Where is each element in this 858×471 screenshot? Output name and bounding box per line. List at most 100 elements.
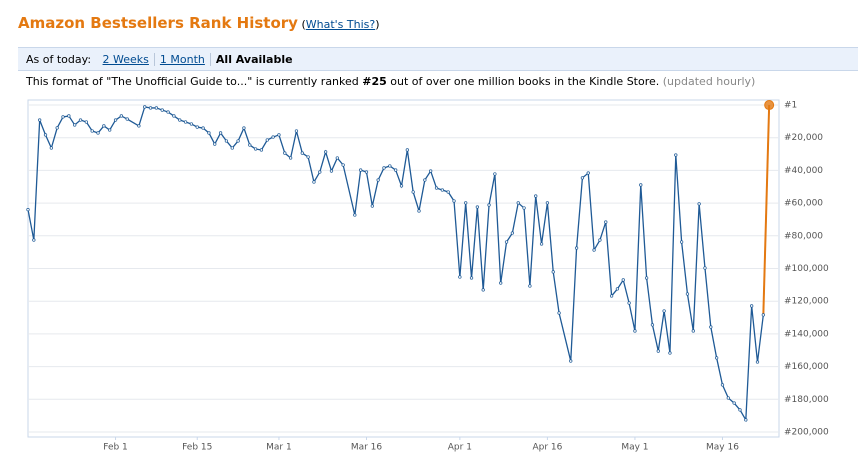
point [703,266,707,270]
point [615,287,620,291]
point [329,169,334,173]
point [493,172,497,176]
point [469,276,474,280]
point [230,146,234,150]
point [534,194,538,198]
range-link[interactable]: 1 Month [159,53,205,66]
point [487,203,491,207]
point [639,183,643,187]
point [738,408,742,412]
latest-segment [762,105,771,315]
point [516,201,520,205]
point [417,209,421,213]
point [201,126,205,130]
point [242,126,246,130]
point [73,123,77,127]
point [586,171,590,175]
point [259,148,264,152]
point [644,276,649,280]
point [656,349,660,353]
point [388,164,392,168]
point [26,207,30,212]
point [604,220,608,224]
point [271,135,275,139]
point [697,202,701,206]
y-tick-label: #120,000 [784,297,829,307]
point [148,106,153,110]
point [335,156,339,160]
x-tick-label: Feb 15 [182,443,212,453]
point [685,292,690,296]
point [207,131,211,135]
point [96,131,100,135]
x-tick-label: Feb 1 [103,443,128,453]
toolbar: As of today: 2 Weeks 1 Month All Available [18,47,858,71]
point [32,238,36,242]
point [440,188,445,192]
point [452,199,456,203]
point [755,360,760,364]
point [528,284,532,288]
point [370,204,374,208]
point [551,270,555,274]
x-tick-label: May 16 [706,443,739,453]
point [394,168,398,172]
point [679,240,684,244]
point [178,118,182,122]
point [726,396,730,400]
status-text: This format of "The Unofficial Guide to.… [26,75,359,88]
x-tick-label: Apr 16 [532,443,562,453]
point [621,278,625,282]
status-rank: #25 [362,75,387,88]
point [411,190,415,194]
point [119,114,124,118]
point [137,124,141,128]
point [102,124,106,128]
point [90,129,94,133]
status: This format of "The Unofficial Guide to.… [26,75,755,88]
point [650,323,655,327]
point [38,118,42,122]
point [720,383,725,387]
help-link[interactable]: What's This? [305,18,376,31]
y-tick-label: #20,000 [784,133,823,143]
point [61,115,65,119]
point [691,329,695,333]
point [154,106,159,110]
paren: ) [375,18,380,31]
title: Amazon Bestsellers Rank History [18,14,298,32]
point [574,246,579,250]
y-tick-label: #140,000 [784,329,829,339]
point [300,151,304,155]
x-tick-label: Apr 1 [448,443,472,453]
point [265,138,269,142]
point [709,325,713,329]
point [761,313,765,317]
point [674,153,678,157]
y-tick-label: #60,000 [784,199,823,209]
range-option: All Available [209,53,298,66]
point [283,151,287,155]
point [750,304,754,308]
toolbar-label: As of today: [26,53,92,66]
point [504,240,509,244]
point [55,126,59,130]
point [598,238,602,242]
point [662,309,666,313]
point [732,401,736,405]
point [323,150,328,154]
point [464,201,468,205]
point [49,146,53,150]
point [458,275,462,279]
point [143,105,147,109]
paren: ( [301,18,306,31]
point [183,120,188,124]
y-tick-label: #100,000 [784,264,829,274]
y-tick-label: #80,000 [784,231,823,241]
point [569,359,573,363]
point [218,131,223,135]
point [189,122,194,126]
point [499,281,503,285]
range-link[interactable]: 2 Weeks [102,53,149,66]
point [166,110,170,114]
